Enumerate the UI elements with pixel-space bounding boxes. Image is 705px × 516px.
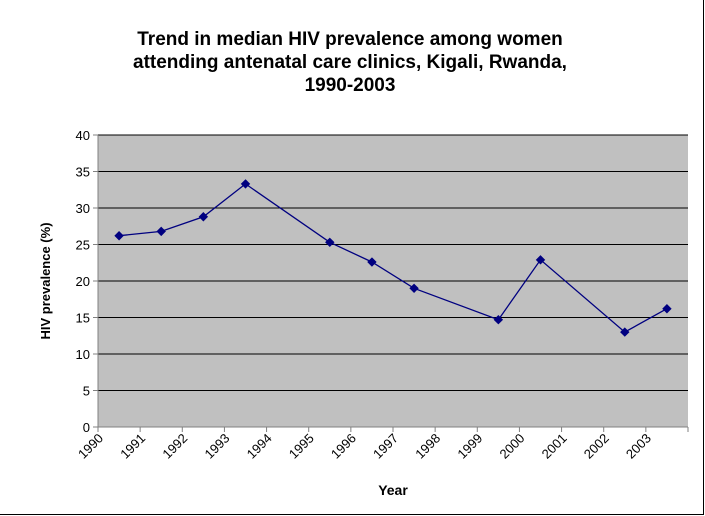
x-tick-label: 1998 bbox=[412, 431, 443, 462]
chart-title: Trend in median HIV prevalence among wom… bbox=[60, 28, 640, 97]
y-tick-label: 5 bbox=[83, 384, 90, 399]
data-point-1999 bbox=[493, 314, 504, 325]
y-tick-label: 0 bbox=[83, 420, 90, 435]
x-tick-label: 1993 bbox=[201, 431, 232, 462]
data-point-1993 bbox=[240, 179, 251, 189]
y-tick-label: 30 bbox=[76, 201, 90, 216]
x-tick-label: 2001 bbox=[539, 431, 570, 462]
chart-title-line-2: attending antenatal care clinics, Kigali… bbox=[133, 52, 567, 73]
x-tick-label: 1997 bbox=[370, 431, 401, 462]
data-point-1995 bbox=[325, 237, 335, 248]
x-tick-label: 1995 bbox=[286, 431, 317, 462]
x-tick-label: 2002 bbox=[581, 431, 612, 462]
y-axis-ticks: 0 5 10 15 20 25 30 35 40 bbox=[76, 128, 98, 435]
x-tick-label: 1999 bbox=[454, 431, 485, 462]
x-tick-label: 1992 bbox=[159, 431, 190, 462]
x-tick-label: 1994 bbox=[244, 431, 275, 462]
x-tick-label: 1990 bbox=[75, 431, 106, 462]
y-tick-label: 35 bbox=[76, 165, 90, 180]
y-tick-label: 40 bbox=[76, 128, 90, 143]
y-tick-label: 15 bbox=[76, 311, 90, 326]
data-point-1992 bbox=[198, 212, 209, 222]
x-tick-label: 1991 bbox=[117, 431, 148, 462]
data-point-2003 bbox=[662, 304, 672, 314]
data-point-1990 bbox=[114, 231, 124, 241]
chart-title-line-1: Trend in median HIV prevalence among wom… bbox=[137, 29, 563, 50]
data-point-1996 bbox=[367, 257, 377, 267]
chart-title-line-3: 1990-2003 bbox=[304, 75, 396, 96]
y-axis-title: HIV prevalence (%) bbox=[38, 222, 53, 339]
x-axis-ticks: 1990 1991 1992 1993 1994 1995 1996 1997 1998 1999… bbox=[75, 427, 689, 462]
data-point-1997 bbox=[409, 283, 419, 294]
x-tick-label: 1996 bbox=[328, 431, 359, 462]
data-point-2002 bbox=[620, 327, 630, 337]
data-markers bbox=[114, 179, 672, 337]
y-tick-label: 20 bbox=[76, 274, 90, 289]
y-tick-label: 25 bbox=[76, 238, 90, 253]
x-tick-label: 2000 bbox=[496, 431, 527, 462]
data-point-2000 bbox=[535, 255, 546, 265]
data-point-1991 bbox=[156, 226, 166, 237]
x-tick-label: 2003 bbox=[623, 431, 654, 462]
x-axis-title: Year bbox=[378, 482, 408, 498]
gridlines bbox=[98, 134, 688, 391]
y-tick-label: 10 bbox=[76, 347, 90, 362]
